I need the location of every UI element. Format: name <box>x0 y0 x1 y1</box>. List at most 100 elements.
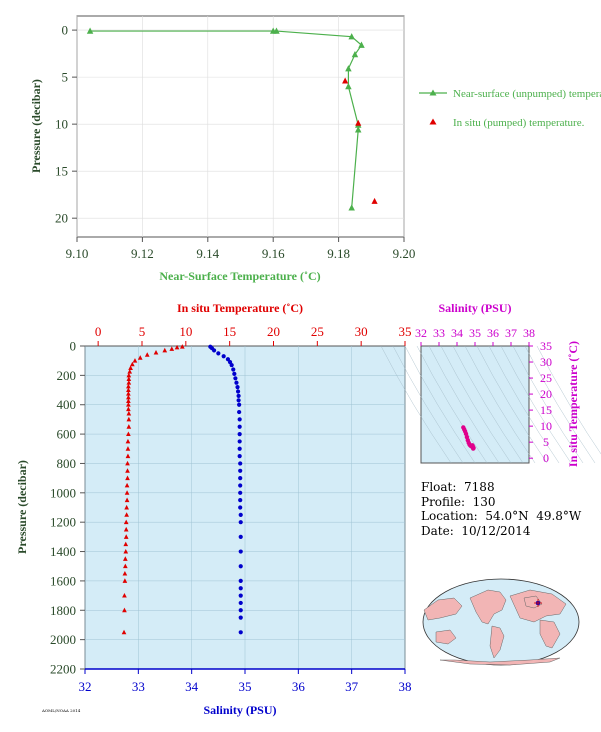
profile-salinity-point <box>238 615 243 620</box>
near-surface-gridlines <box>76 16 405 237</box>
legend-unpumped-label: Near-surface (unpumped) temperature. <box>453 88 601 100</box>
near-surface-panel: 9.10 9.12 9.14 9.16 9.18 9.20 0 5 10 15 20 Near-S… <box>29 15 601 283</box>
profile-temperature-point <box>126 410 132 416</box>
profile-salinity-point <box>237 409 242 415</box>
profile-temperature-point <box>126 376 132 381</box>
profile-temperature-point <box>123 526 129 532</box>
ts-density-contour <box>440 345 512 464</box>
near-surface-unpumped-point <box>273 27 280 34</box>
profile-temperature-point <box>123 548 129 554</box>
profile-top-tick-label: 0 <box>95 324 102 339</box>
ts-panel: 32 33 34 35 36 37 38 0 5 10 15 20 25 30 35 Salinity (… <box>380 301 601 467</box>
profile-top-tick-label: 25 <box>311 324 324 339</box>
profile-temperature-point <box>122 570 128 576</box>
profile-number: Profile: 130 <box>421 494 496 509</box>
ts-x-ticks: 32 33 34 35 36 37 38 <box>415 326 535 346</box>
profile-salinity-point <box>238 520 243 525</box>
profile-salinity-point <box>235 385 240 390</box>
profile-temperature-point <box>124 490 130 495</box>
profile-salinity-point <box>238 461 243 466</box>
float-location: Location: 54.0°N 49.8°W <box>421 509 582 523</box>
profile-temperature-point <box>122 578 128 583</box>
near-surface-pumped-point <box>342 77 349 84</box>
profile-bottom-tick-label: 34 <box>185 679 199 694</box>
profile-y-tick-label: 2200 <box>50 662 76 677</box>
near-surface-series <box>86 27 378 211</box>
profile-salinity-point <box>238 600 243 606</box>
near-surface-y-axis-label: Pressure (decibar) <box>29 79 43 173</box>
profile-top-tick-label: 15 <box>223 324 236 339</box>
ts-x-tick-label: 35 <box>469 326 481 340</box>
profile-y-tick-label: 800 <box>57 456 77 471</box>
profile-temperature-point <box>121 629 127 635</box>
profile-temperature-point <box>123 541 129 547</box>
ts-y-tick-label: 10 <box>540 419 552 433</box>
profile-temperature-point <box>174 344 180 350</box>
profile-salinity-point <box>232 371 237 376</box>
ts-density-contour <box>512 345 584 464</box>
profile-temperature-point <box>122 556 128 561</box>
profile-salinity-point <box>237 424 242 429</box>
ts-density-contour <box>500 345 572 464</box>
profile-salinity-point <box>238 549 243 554</box>
profile-salinity-point <box>238 586 243 591</box>
profile-temperature-point <box>124 504 129 510</box>
profile-temperature-point <box>127 369 133 374</box>
profile-y-tick-label: 400 <box>57 397 77 412</box>
profile-temperature-point <box>153 350 159 355</box>
profile-y-tick-label: 1400 <box>50 544 76 559</box>
profile-salinity-point <box>237 454 242 459</box>
profile-salinity-point <box>238 630 243 635</box>
ts-density-contour <box>464 345 536 464</box>
ts-density-contour <box>488 345 560 464</box>
ts-density-contour <box>416 345 488 464</box>
near-surface-x-tick-label: 9.18 <box>327 246 350 261</box>
profile-bottom-ticks: 32 33 34 35 36 37 38 <box>79 669 412 694</box>
map-land-south-america <box>489 625 505 659</box>
legend-pumped-label: In situ (pumped) temperature. <box>453 117 585 129</box>
ts-density-contour <box>428 345 500 464</box>
ts-x-tick-label: 34 <box>451 326 463 340</box>
float-id: Float: 7188 <box>421 480 495 494</box>
ts-y-tick-label: 30 <box>540 355 552 369</box>
near-surface-y-tick-label: 10 <box>55 117 68 132</box>
profile-y-tick-label: 200 <box>57 368 77 383</box>
profile-temperature-point <box>126 431 131 437</box>
near-surface-y-tick-label: 0 <box>62 23 69 38</box>
near-surface-legend: Near-surface (unpumped) temperature. In … <box>419 88 601 129</box>
ts-x-tick-label: 36 <box>487 326 499 340</box>
profile-temperature-point <box>179 344 185 349</box>
profile-top-axis-label: In situ Temperature (˚C) <box>177 301 303 315</box>
profile-temperature-point <box>128 365 133 370</box>
profile-salinity-point <box>238 578 243 584</box>
profile-salinity-point <box>238 534 243 539</box>
profile-salinity-point <box>229 362 234 368</box>
near-surface-y-ticks: 0 5 10 15 20 <box>55 23 77 226</box>
profile-salinity-point <box>233 376 238 381</box>
profile-temperature-point <box>162 347 168 353</box>
profile-temperature-point <box>122 563 128 569</box>
profile-temperature-point <box>126 394 131 400</box>
profile-y-tick-label: 600 <box>57 427 77 442</box>
footnote: AOML/NOAA 2014 <box>42 708 81 713</box>
profile-temperature-point <box>125 475 130 481</box>
near-surface-unpumped-point <box>358 41 365 48</box>
profile-bottom-tick-label: 33 <box>132 679 145 694</box>
profile-salinity-point <box>238 564 243 569</box>
ts-point <box>470 443 475 448</box>
profile-salinity-point <box>238 476 243 481</box>
profile-panel: 0 5 10 15 20 25 30 35 32 33 34 35 36 37 38 0 200 400 600… <box>15 301 412 717</box>
near-surface-y-tick-label: 15 <box>55 164 68 179</box>
near-surface-unpumped-point <box>345 82 352 90</box>
profile-bottom-tick-label: 36 <box>292 679 306 694</box>
profile-top-tick-label: 5 <box>139 324 146 339</box>
profile-salinity-point <box>238 512 243 517</box>
profile-temperature-point <box>126 398 131 404</box>
ts-y-tick-label: 15 <box>540 403 552 417</box>
profile-temperature-point <box>122 607 127 613</box>
profile-y-tick-label: 1600 <box>50 573 76 588</box>
near-surface-x-axis-label: Near-Surface Temperature (˚C) <box>159 269 320 283</box>
profile-salinity-point <box>231 367 236 372</box>
profile-temperature-point <box>137 355 143 360</box>
profile-salinity-point <box>237 431 242 437</box>
